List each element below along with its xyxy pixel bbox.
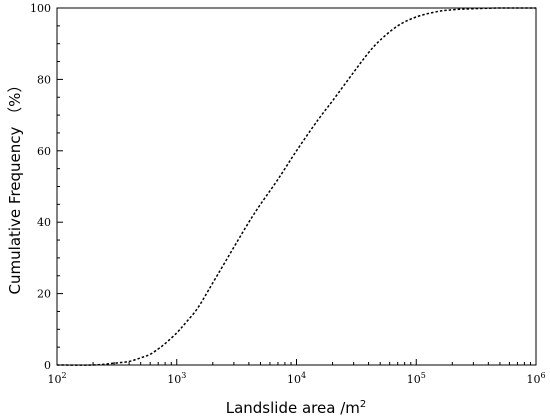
x-axis-ticks: 102 103 104 105 106 (47, 359, 546, 386)
x-tick-label: 106 (526, 371, 545, 386)
y-tick-label: 40 (37, 216, 51, 229)
y-axis-title: Cumulative Frequency （%） (6, 78, 24, 295)
x-tick-label: 102 (47, 371, 66, 386)
cumulative-frequency-line (56, 7, 537, 366)
y-axis-ticks: 0 20 40 60 80 100 (30, 2, 63, 372)
y-tick-label: 100 (30, 2, 51, 15)
y-tick-label: 20 (37, 288, 51, 301)
y-tick-label: 60 (37, 145, 51, 158)
x-axis-title-superscript: 2 (360, 399, 366, 410)
y-tick-label: 80 (37, 73, 51, 86)
plot-frame (56, 7, 537, 366)
x-axis-title: Landslide area /m2 (226, 399, 367, 417)
x-tick-label: 104 (287, 371, 306, 386)
x-tick-label: 103 (167, 371, 186, 386)
y-tick-label: 0 (44, 359, 51, 372)
x-tick-label: 105 (407, 371, 426, 386)
